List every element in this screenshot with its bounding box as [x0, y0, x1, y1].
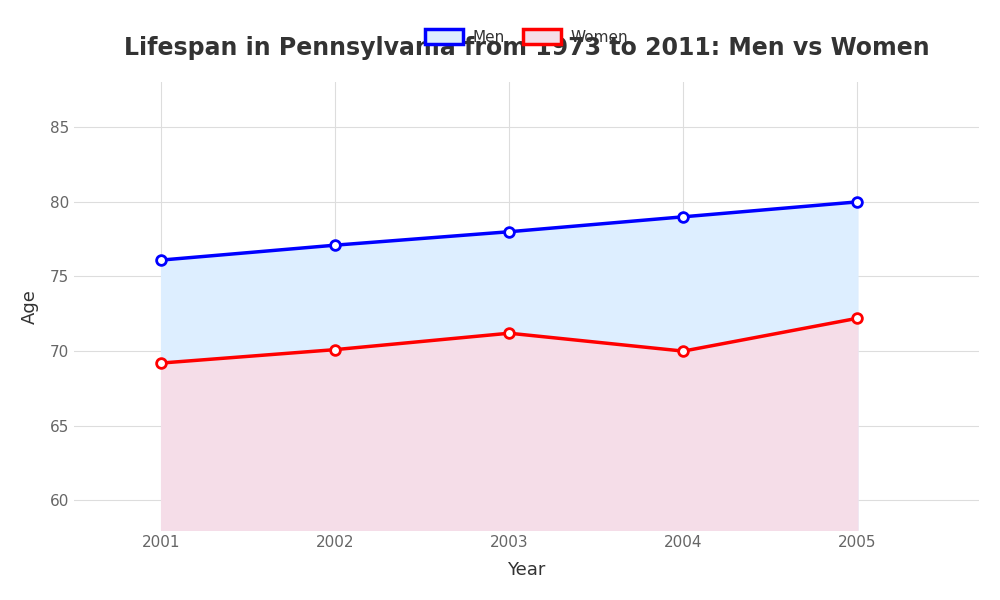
Title: Lifespan in Pennsylvania from 1973 to 2011: Men vs Women: Lifespan in Pennsylvania from 1973 to 20…	[124, 36, 929, 60]
X-axis label: Year: Year	[507, 561, 546, 579]
Y-axis label: Age: Age	[21, 289, 39, 324]
Legend: Men, Women: Men, Women	[419, 23, 634, 51]
